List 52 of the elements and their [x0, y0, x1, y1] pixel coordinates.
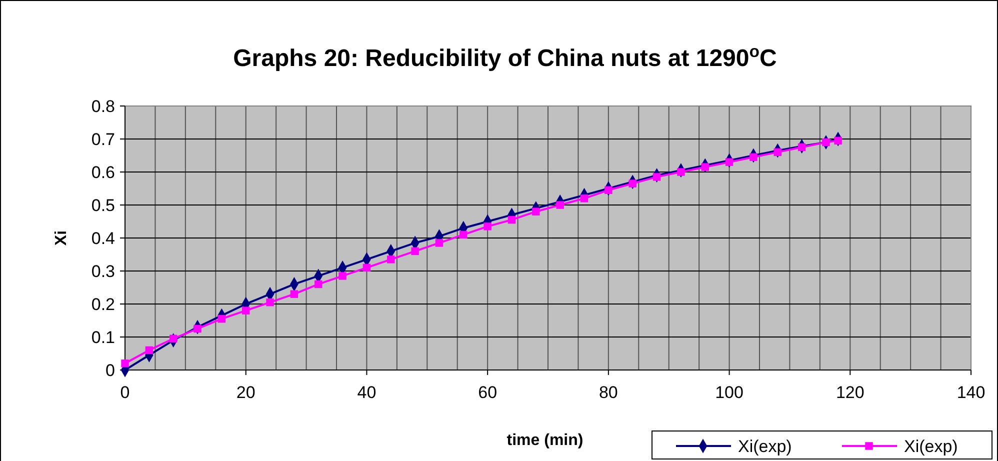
point [314, 280, 322, 288]
point [604, 186, 612, 194]
point [338, 272, 346, 280]
y-tick-label: 0.4 [91, 228, 115, 248]
y-tick-label: 0.8 [91, 96, 115, 116]
point [532, 208, 540, 216]
y-tick-label: 0.3 [91, 262, 115, 281]
x-tick-label: 40 [357, 383, 376, 402]
point [628, 180, 636, 188]
point [460, 230, 468, 239]
y-tick-label: 0.5 [91, 196, 115, 215]
point [169, 334, 178, 343]
x-tick-label: 100 [715, 383, 744, 402]
y-tick-label: 0 [106, 360, 115, 380]
point [387, 256, 395, 264]
legend-label: Xi(exp) [904, 436, 958, 456]
y-tick-label: 0.6 [91, 162, 115, 182]
point [121, 360, 129, 368]
point [435, 239, 444, 247]
chart-title: Graphs 20: Reducibility of China nuts at 1290$^{o}$C [233, 42, 777, 72]
point [834, 136, 842, 145]
point [701, 163, 709, 171]
x-tick-label: 0 [120, 383, 130, 402]
y-tick-label: 0.7 [91, 130, 115, 149]
point [362, 264, 371, 272]
x-tick-label: 20 [236, 383, 256, 402]
point [822, 138, 830, 146]
x-tick-label: 120 [836, 383, 864, 402]
y-tick-label: 0.1 [91, 328, 115, 347]
point [242, 306, 250, 314]
point [194, 324, 202, 333]
point [484, 222, 492, 230]
x-tick-label: 80 [598, 383, 618, 402]
y-axis-title: Xi [53, 230, 70, 246]
point [411, 247, 419, 256]
point [677, 168, 685, 176]
point [798, 143, 806, 152]
point [508, 216, 516, 224]
x-axis-title: time (min) [506, 432, 584, 449]
x-tick-label: 140 [956, 383, 986, 402]
x-tick-label: 60 [478, 383, 498, 402]
point [580, 194, 588, 202]
point [266, 298, 274, 306]
point [750, 153, 758, 162]
y-tick-label: 0.2 [91, 294, 115, 314]
point [652, 173, 661, 181]
point [218, 314, 226, 323]
point [774, 148, 782, 156]
legend-label: Xi(exp) [738, 436, 792, 456]
point [725, 158, 734, 166]
point [145, 346, 154, 354]
point [290, 290, 298, 298]
